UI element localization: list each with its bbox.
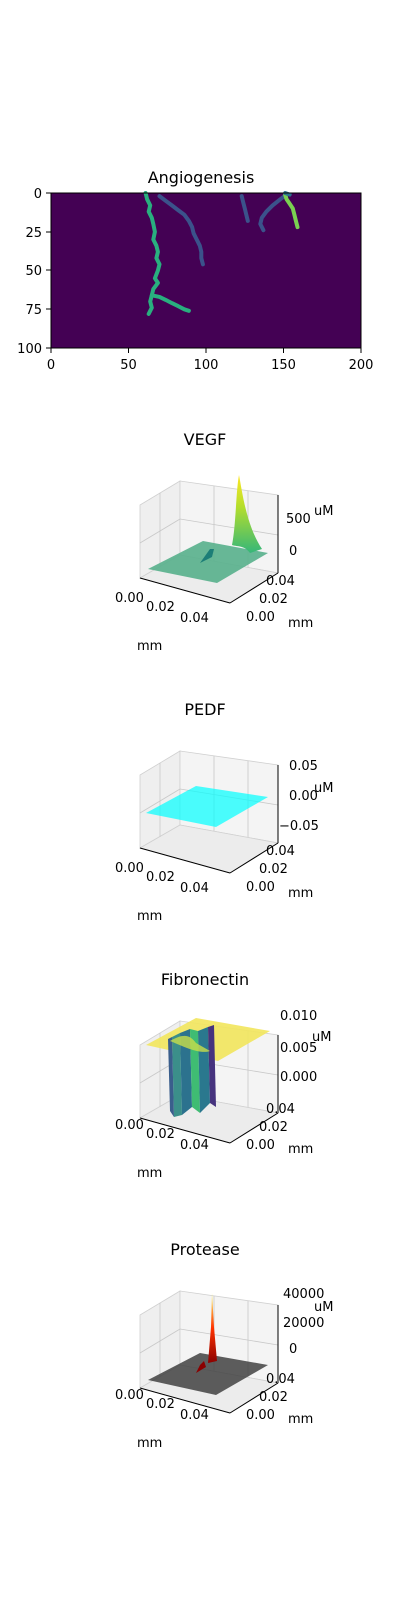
- vegf-surface-base: [148, 541, 268, 583]
- angiogenesis-branch: [239, 194, 250, 223]
- fibronectin-well: [172, 1033, 182, 1117]
- angiogenesis-branches: [143, 191, 300, 316]
- fibronectin-y-label: mm: [288, 1142, 313, 1157]
- angiogenesis-y-axis: 0 25 50 75 100: [17, 187, 51, 357]
- vegf-y-tick: 0.04: [266, 574, 295, 589]
- vegf-panel: VEGF 500 0 uM 0.00 0.02 0.04 mm 0.00 0.0…: [115, 430, 333, 654]
- protease-x-tick: 0.00: [115, 1388, 144, 1403]
- pedf-y-tick: 0.00: [246, 880, 275, 895]
- angiogenesis-x-tick: 200: [349, 358, 374, 373]
- fibronectin-z-tick: 0.005: [280, 1041, 317, 1056]
- vegf-surface-spike: [200, 549, 214, 563]
- pedf-panel: PEDF 0.05 0.00 −0.05 uM 0.00 0.02 0.04 m…: [115, 700, 333, 924]
- vegf-x-tick: 0.04: [180, 611, 209, 626]
- protease-y-tick: 0.04: [266, 1372, 295, 1387]
- angiogenesis-x-axis: 0 50 100 150 200: [47, 348, 374, 373]
- fibronectin-y-tick: 0.00: [246, 1138, 275, 1153]
- protease-panel: Protease 40000 20000 0 uM 0.00 0.02 0.04…: [115, 1240, 333, 1451]
- angiogenesis-x-tick: 100: [194, 358, 219, 373]
- fibronectin-x-label: mm: [137, 1166, 162, 1181]
- vegf-z-tick: 500: [286, 512, 311, 527]
- pedf-y-label: mm: [288, 886, 313, 901]
- fibronectin-z-label: uM: [312, 1030, 331, 1045]
- pedf-title: PEDF: [184, 700, 225, 719]
- angiogenesis-branch: [157, 194, 205, 267]
- vegf-x-label: mm: [137, 639, 162, 654]
- protease-surface-base: [148, 1353, 268, 1395]
- angiogenesis-branch: [149, 293, 191, 313]
- fibronectin-x-tick: 0.00: [115, 1118, 144, 1133]
- vegf-z-label: uM: [314, 504, 333, 519]
- protease-z-tick: 40000: [283, 1287, 324, 1302]
- angiogenesis-panel: Angiogenesis 0 25 50 75 100 0 50 100: [17, 168, 373, 373]
- angiogenesis-x-tick: 150: [271, 358, 296, 373]
- fibronectin-well: [168, 1037, 174, 1117]
- pedf-y-tick: 0.02: [259, 862, 288, 877]
- vegf-surface-peak: [232, 475, 262, 553]
- fibronectin-y-tick: 0.02: [259, 1120, 288, 1135]
- fibronectin-z-tick: 0.010: [280, 1009, 317, 1024]
- fibronectin-panel: Fibronectin 0.010 0.005 0.000 uM 0.00 0.…: [115, 970, 331, 1181]
- vegf-x-tick: 0.02: [146, 600, 175, 615]
- pedf-x-tick: 0.02: [146, 870, 175, 885]
- pedf-z-label: uM: [314, 781, 333, 796]
- fibronectin-well: [198, 1027, 210, 1113]
- fibronectin-z-tick: 0.000: [280, 1070, 317, 1085]
- protease-z-tick: 20000: [283, 1316, 324, 1331]
- vegf-z-tick: 0: [289, 544, 297, 559]
- protease-y-tick: 0.02: [259, 1390, 288, 1405]
- fibronectin-x-tick: 0.02: [146, 1127, 175, 1142]
- protease-y-tick: 0.00: [246, 1408, 275, 1423]
- pedf-y-tick: 0.04: [266, 844, 295, 859]
- fibronectin-well: [208, 1025, 216, 1107]
- angiogenesis-y-tick: 50: [25, 264, 42, 279]
- fibronectin-well: [180, 1029, 192, 1115]
- angiogenesis-y-tick: 100: [17, 342, 42, 357]
- protease-title: Protease: [170, 1240, 239, 1259]
- angiogenesis-x-tick: 50: [120, 358, 137, 373]
- protease-x-tick: 0.02: [146, 1397, 175, 1412]
- angiogenesis-y-tick: 25: [25, 226, 42, 241]
- angiogenesis-branch: [258, 192, 289, 233]
- vegf-y-tick: 0.02: [259, 592, 288, 607]
- angiogenesis-background: [51, 193, 361, 348]
- protease-x-tick: 0.04: [180, 1408, 209, 1423]
- protease-z-tick: 0: [289, 1342, 297, 1357]
- protease-spike: [208, 1293, 217, 1363]
- pedf-x-tick: 0.04: [180, 881, 209, 896]
- vegf-x-tick: 0.00: [115, 591, 144, 606]
- protease-spike-small: [196, 1361, 206, 1373]
- pedf-x-tick: 0.00: [115, 861, 144, 876]
- pedf-z-tick: 0.00: [289, 789, 318, 804]
- fibronectin-y-tick: 0.04: [266, 1102, 295, 1117]
- angiogenesis-x-tick: 0: [47, 358, 55, 373]
- vegf-title: VEGF: [184, 430, 227, 449]
- angiogenesis-y-tick: 75: [25, 303, 42, 318]
- fibronectin-x-tick: 0.04: [180, 1138, 209, 1153]
- pedf-x-label: mm: [137, 909, 162, 924]
- fibronectin-title: Fibronectin: [161, 970, 249, 989]
- fibronectin-rim: [170, 1035, 210, 1052]
- pedf-z-tick: 0.05: [289, 759, 318, 774]
- angiogenesis-branch: [283, 192, 300, 230]
- pedf-surface: [146, 786, 268, 827]
- angiogenesis-y-tick: 0: [34, 187, 42, 202]
- protease-x-label: mm: [137, 1436, 162, 1451]
- pedf-z-tick: −0.05: [279, 819, 319, 834]
- protease-y-label: mm: [288, 1412, 313, 1427]
- vegf-y-tick: 0.00: [246, 610, 275, 625]
- angiogenesis-title: Angiogenesis: [148, 168, 255, 187]
- protease-z-label: uM: [314, 1300, 333, 1315]
- vegf-y-label: mm: [288, 616, 313, 631]
